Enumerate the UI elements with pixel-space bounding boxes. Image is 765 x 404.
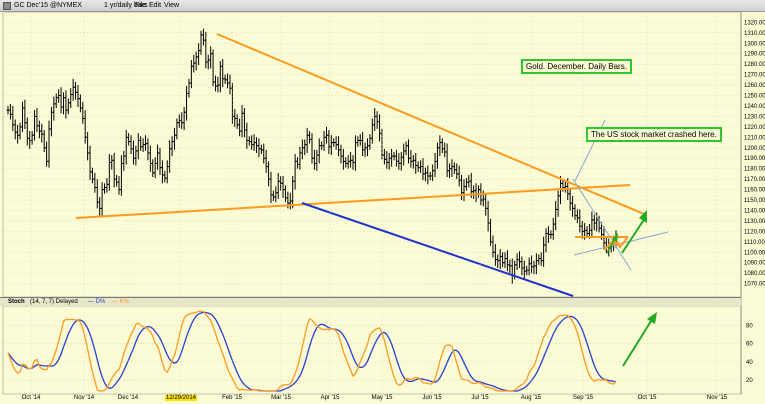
orange-resistance-line <box>216 33 645 215</box>
x-tick-label: Nov '15 <box>706 395 728 401</box>
x-axis-labels: Oct '14 Nov '14 Dec '14 12/29/2014 Feb '15 Ma… <box>0 394 741 404</box>
symbol-label[interactable]: GC Dec'15 @NYMEX <box>14 2 82 9</box>
green-arrow-up-icon <box>606 210 647 254</box>
x-tick-label: Mar '15 <box>271 395 291 401</box>
y-tick-label: 1250.00 <box>744 94 765 100</box>
stoch-k-line <box>7 310 617 392</box>
y-tick-label: 1320.00 <box>744 20 765 26</box>
price-bars <box>6 28 618 284</box>
stoch-tick-label: 20 <box>746 378 753 384</box>
chart-toolbar: GC Dec'15 @NYMEX 1 yr/daily bars File Ed… <box>0 0 765 12</box>
y-tick-label: 1130.00 <box>744 219 765 225</box>
y-tick-label: 1260.00 <box>744 83 765 89</box>
y-tick-label: 1140.00 <box>744 208 765 214</box>
x-tick-label: Oct '14 <box>21 395 41 401</box>
y-tick-label: 1170.00 <box>744 177 765 183</box>
title-annotation: Gold. December. Daily Bars. <box>521 59 632 74</box>
y-tick-label: 1090.00 <box>744 261 765 267</box>
y-tick-label: 1280.00 <box>744 62 765 68</box>
stoch-params: (14, 7, 7) Delayed <box>30 299 78 305</box>
x-tick-label: Aug '15 <box>520 395 542 401</box>
orange-support-line <box>75 184 631 219</box>
y-tick-label: 1310.00 <box>744 31 765 37</box>
y-tick-label: 1240.00 <box>744 104 765 110</box>
menu-edit[interactable]: Edit <box>149 2 162 9</box>
stoch-tick-label: 40 <box>746 360 753 366</box>
y-tick-label: 1160.00 <box>744 188 765 194</box>
legend-k: — K% <box>112 299 130 305</box>
stoch-tick-label: 80 <box>746 323 753 329</box>
stoch-tick-label: 60 <box>746 342 753 348</box>
y-tick-label: 1070.00 <box>744 282 765 288</box>
x-tick-label: Oct '15 <box>637 395 657 401</box>
x-tick-label: Jun '15 <box>422 395 442 401</box>
crash-annotation: The US stock market crashed here. <box>586 127 722 142</box>
blue-support-line <box>301 202 574 297</box>
x-tick-label: Apr '15 <box>320 395 340 401</box>
x-tick-label: May '15 <box>371 395 393 401</box>
x-tick-label: Jul '15 <box>471 395 489 401</box>
y-tick-label: 1300.00 <box>744 41 765 47</box>
x-tick-label: Dec '14 <box>117 395 139 401</box>
stoch-d-line <box>7 311 617 392</box>
x-tick-label: Nov '14 <box>73 395 95 401</box>
period-label[interactable]: 1 yr/daily bars <box>104 2 148 9</box>
chart-icon[interactable] <box>3 2 11 10</box>
y-tick-label: 1110.00 <box>744 240 765 246</box>
menu-file[interactable]: File <box>135 2 147 9</box>
x-tick-label: Sep '15 <box>572 395 594 401</box>
y-tick-label: 1150.00 <box>744 198 765 204</box>
y-tick-label: 1180.00 <box>744 167 765 173</box>
y-tick-label: 1210.00 <box>744 135 765 141</box>
y-tick-label: 1190.00 <box>744 156 765 162</box>
legend-d: — D% <box>88 299 106 305</box>
y-tick-label: 1100.00 <box>744 250 765 256</box>
stoch-label: Stoch <box>8 299 25 305</box>
x-tick-label: 12/29/2014 <box>164 395 198 401</box>
y-tick-label: 1270.00 <box>744 73 765 79</box>
stoch-green-arrow-icon <box>622 312 657 367</box>
y-tick-label: 1230.00 <box>744 114 765 120</box>
y-tick-label: 1200.00 <box>744 146 765 152</box>
y-tick-label: 1120.00 <box>744 229 765 235</box>
y-tick-label: 1290.00 <box>744 52 765 58</box>
y-tick-label: 1220.00 <box>744 125 765 131</box>
stoch-header: Stoch (14, 7, 7) Delayed — D% — K% <box>0 297 741 306</box>
x-tick-label: Feb '15 <box>222 395 242 401</box>
y-tick-label: 1080.00 <box>744 271 765 277</box>
menu-view[interactable]: View <box>164 2 180 9</box>
